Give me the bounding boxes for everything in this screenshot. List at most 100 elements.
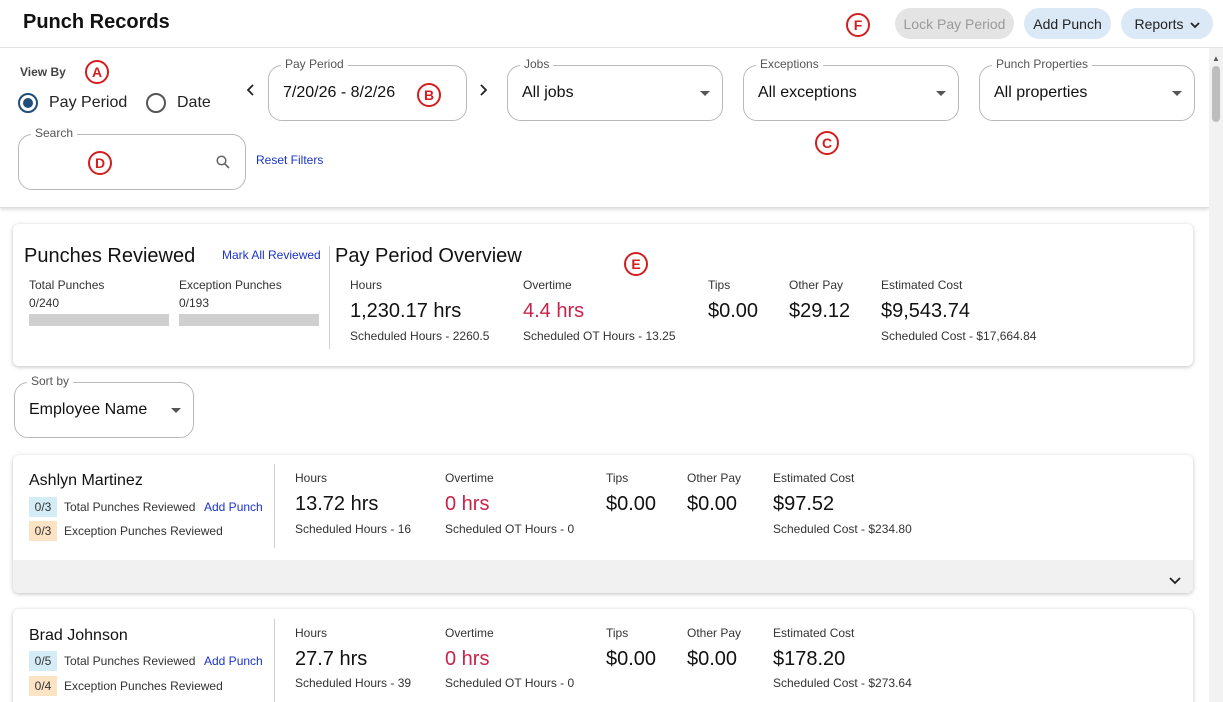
next-period-icon[interactable] [479,83,488,101]
radio-date-label: Date [177,94,211,111]
tips-label: Tips [606,471,629,485]
exceptions-select[interactable]: Exceptions All exceptions [743,57,959,121]
scheduled-ot-hours: Scheduled OT Hours - 13.25 [523,329,676,343]
scheduled-cost: Scheduled Cost - $234.80 [773,522,912,536]
employee-add-punch-link[interactable]: Add Punch [204,654,263,668]
other-pay-value: $0.00 [687,493,738,515]
mark-all-reviewed-link[interactable]: Mark All Reviewed [222,248,321,262]
divider [274,464,275,548]
exception-reviewed-badge: 0/3 [29,521,57,541]
total-punches-value: 0/240 [29,296,60,310]
total-reviewed-badge: 0/3 [29,497,57,517]
estimated-cost-label: Estimated Cost [881,278,963,292]
top-bar: Punch Records F Lock Pay Period Add Punc… [0,0,1223,48]
tips-value: $0.00 [708,300,759,322]
overtime-value: 4.4 hrs [523,300,585,322]
overtime-label: Overtime [445,626,494,640]
radio-unselected-icon [146,93,166,113]
overtime-label: Overtime [523,278,572,292]
radio-date[interactable]: Date [146,93,211,113]
scheduled-ot-hours: Scheduled OT Hours - 0 [445,522,575,536]
search-input[interactable]: Search [18,126,246,190]
exceptions-value: All exceptions [758,84,857,101]
prev-period-icon[interactable] [246,83,255,101]
hours-value: 13.72 hrs [295,493,379,515]
punches-reviewed-title: Punches Reviewed [24,245,196,267]
scrollbar[interactable]: ▲ [1209,48,1223,702]
chevron-down-icon[interactable] [1169,572,1181,590]
employee-card: Ashlyn Martinez 0/3 Total Punches Review… [13,455,1193,593]
overtime-label: Overtime [445,471,494,485]
employee-add-punch-link[interactable]: Add Punch [204,500,263,514]
hours-value: 27.7 hrs [295,648,368,670]
total-reviewed-badge: 0/5 [29,651,57,671]
pay-period-value: 7/20/26 - 8/2/26 [283,84,396,101]
radio-pay-period[interactable]: Pay Period [18,93,127,113]
total-punches-label: Total Punches [29,278,105,292]
sort-by-value: Employee Name [29,401,148,418]
total-reviewed-label: Total Punches Reviewed [64,500,196,514]
tips-value: $0.00 [606,648,657,670]
search-icon [216,155,230,174]
chevron-down-icon [1189,16,1200,32]
pay-period-field[interactable]: Pay Period 7/20/26 - 8/2/26 [268,57,467,121]
search-legend: Search [31,126,78,140]
summary-card: Punches Reviewed Mark All Reviewed Total… [13,224,1193,366]
other-pay-label: Other Pay [789,278,844,292]
overview-title: Pay Period Overview [335,245,522,267]
radio-selected-icon [18,93,38,113]
scrollbar-thumb[interactable] [1212,66,1220,122]
scheduled-hours: Scheduled Hours - 16 [295,522,412,536]
overtime-value: 0 hrs [445,493,490,515]
add-punch-button[interactable]: Add Punch [1024,8,1111,39]
exception-reviewed-label: Exception Punches Reviewed [64,679,223,693]
estimated-cost-value: $178.20 [773,648,846,670]
exception-reviewed-badge: 0/4 [29,676,57,696]
dropdown-caret-icon [171,408,181,413]
dropdown-caret-icon [936,91,946,96]
reports-label: Reports [1134,15,1184,32]
jobs-select[interactable]: Jobs All jobs [507,57,723,121]
hours-label: Hours [295,626,328,640]
marker-a: A [85,60,109,84]
dropdown-caret-icon [1172,91,1182,96]
scheduled-hours: Scheduled Hours - 2260.5 [350,329,490,343]
overtime-value: 0 hrs [445,648,490,670]
expand-row[interactable] [13,560,1193,593]
scheduled-cost: Scheduled Cost - $273.64 [773,676,912,690]
jobs-legend: Jobs [520,57,554,71]
punch-properties-select[interactable]: Punch Properties All properties [979,57,1195,121]
estimated-cost-value: $97.52 [773,493,835,515]
exceptions-legend: Exceptions [756,57,823,71]
other-pay-value: $0.00 [687,648,738,670]
properties-value: All properties [994,84,1088,101]
sort-by-select[interactable]: Sort by Employee Name [14,374,194,438]
employee-name: Ashlyn Martinez [29,472,143,489]
page-title: Punch Records [23,11,170,33]
jobs-value: All jobs [522,84,574,101]
hours-label: Hours [295,471,328,485]
exception-reviewed-label: Exception Punches Reviewed [64,524,223,538]
other-pay-label: Other Pay [687,471,742,485]
divider [329,246,330,349]
lock-pay-period-button[interactable]: Lock Pay Period [895,8,1014,39]
other-pay-label: Other Pay [687,626,742,640]
filter-panel: View By A Pay Period Date Pay Period 7/2… [0,48,1209,208]
scheduled-ot-hours: Scheduled OT Hours - 0 [445,676,575,690]
scroll-up-icon[interactable]: ▲ [1212,54,1220,63]
exception-punches-progress [179,314,319,326]
tips-label: Tips [606,626,629,640]
radio-pay-period-label: Pay Period [49,94,128,111]
marker-c: C [815,131,839,155]
hours-value: 1,230.17 hrs [350,300,462,322]
sort-by-legend: Sort by [27,374,74,388]
estimated-cost-label: Estimated Cost [773,471,855,485]
total-reviewed-label: Total Punches Reviewed [64,654,196,668]
reset-filters-link[interactable]: Reset Filters [256,153,324,167]
marker-b: B [417,83,441,107]
scheduled-hours: Scheduled Hours - 39 [295,676,412,690]
marker-f: F [846,13,870,37]
marker-e: E [624,252,648,276]
reports-button[interactable]: Reports [1121,8,1213,39]
other-pay-value: $29.12 [789,300,851,322]
